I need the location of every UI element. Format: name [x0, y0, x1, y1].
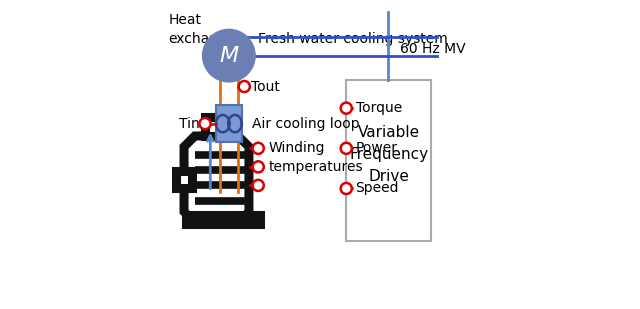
Circle shape: [253, 143, 264, 154]
Text: Tin: Tin: [179, 116, 200, 131]
Text: Drive: Drive: [368, 169, 409, 184]
Circle shape: [203, 29, 255, 82]
Circle shape: [239, 81, 250, 92]
Circle shape: [340, 143, 352, 154]
Text: Air cooling loop: Air cooling loop: [252, 116, 360, 131]
Text: Torque: Torque: [356, 101, 402, 115]
Text: 60 Hz MV: 60 Hz MV: [401, 42, 466, 57]
Bar: [216, 105, 242, 142]
Text: Winding: Winding: [269, 141, 326, 155]
Circle shape: [200, 118, 211, 129]
Polygon shape: [184, 136, 249, 222]
Text: Speed: Speed: [356, 181, 399, 196]
Bar: [186, 215, 260, 224]
Text: temperatures: temperatures: [269, 160, 364, 174]
Circle shape: [253, 161, 264, 172]
Text: Variable: Variable: [358, 125, 420, 140]
Bar: [205, 117, 236, 136]
Text: M: M: [220, 46, 239, 66]
Circle shape: [340, 183, 352, 194]
Text: Heat: Heat: [168, 13, 202, 27]
Text: Power: Power: [356, 141, 397, 155]
Text: Fresh water cooling system: Fresh water cooling system: [258, 32, 448, 46]
Text: exchanger: exchanger: [168, 32, 242, 46]
Bar: [346, 80, 431, 241]
Text: Frequency: Frequency: [349, 147, 428, 162]
Bar: [176, 171, 192, 188]
Text: Tout: Tout: [252, 79, 280, 94]
Circle shape: [340, 103, 352, 114]
Circle shape: [253, 180, 264, 191]
